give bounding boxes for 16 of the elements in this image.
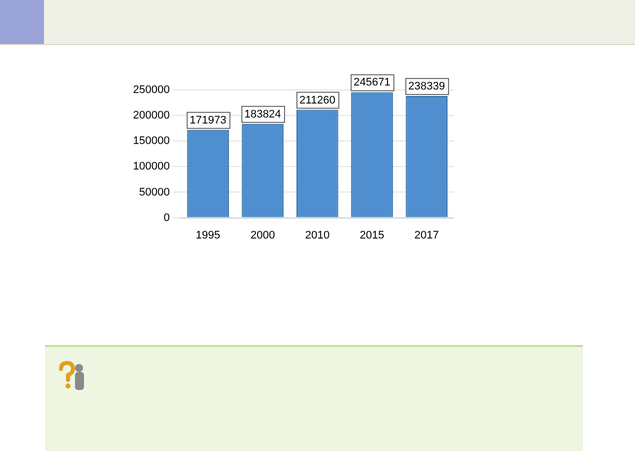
y-tick-label: 250000 <box>132 84 170 96</box>
y-tick-label: 100000 <box>132 160 170 173</box>
data-label: 183824 <box>244 108 282 120</box>
y-tick-label: 0 <box>164 212 170 224</box>
y-tick-label: 150000 <box>132 135 170 148</box>
x-tick-label: 2015 <box>360 229 384 242</box>
data-label: 171973 <box>190 114 226 126</box>
y-tick-label: 200000 <box>132 110 170 122</box>
data-label: 238339 <box>408 80 446 92</box>
data-label: 211260 <box>299 94 336 106</box>
x-tick-label: 1995 <box>196 229 220 242</box>
x-tick-label: 2000 <box>250 229 275 242</box>
x-tick-label: 2017 <box>414 229 439 242</box>
x-tick-label: 2010 <box>305 229 330 242</box>
y-tick-label: 50000 <box>139 186 170 198</box>
data-label: 245671 <box>354 76 390 89</box>
